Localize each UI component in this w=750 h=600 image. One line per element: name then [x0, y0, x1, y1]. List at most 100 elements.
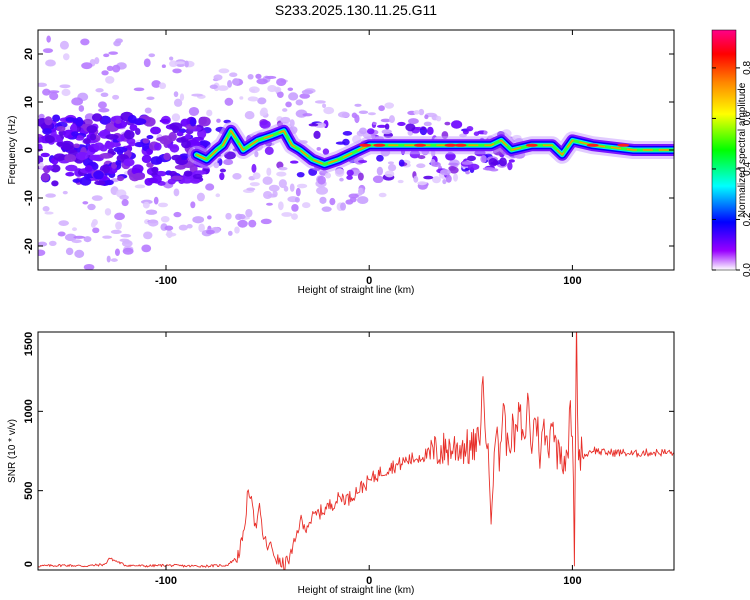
spectrogram-noise-blob	[445, 174, 452, 183]
spectrogram-noise-blob	[384, 170, 395, 178]
spectrogram-noise-blob	[38, 82, 48, 87]
spectrogram-noise-blob	[225, 212, 232, 220]
spectrogram-band-blob	[64, 154, 77, 163]
spectrogram-band-blob	[99, 115, 112, 125]
snr-plot-area	[38, 332, 674, 570]
spectrogram-band-blob	[79, 176, 92, 186]
spectrogram-noise-blob	[157, 202, 169, 208]
spectrogram-noise-blob	[178, 224, 188, 231]
spectrogram-noise-blob	[449, 166, 459, 174]
spectrogram-noise-blob	[407, 118, 419, 125]
spectrogram-noise-blob	[397, 121, 406, 126]
spectrogram-noise-blob	[71, 97, 84, 106]
spectrogram-noise-blob	[423, 175, 434, 180]
spectrogram-noise-blob	[44, 211, 54, 215]
spectrogram-ytick-label: 10	[23, 96, 35, 108]
snr-ytick-label: 500	[23, 481, 35, 499]
spectrogram-noise-blob	[266, 167, 272, 176]
spectrogram-noise-blob	[219, 168, 227, 173]
spectrogram-band-blob	[131, 167, 139, 175]
spectrogram-noise-blob	[482, 167, 495, 171]
colorbar-tick-label: 0.6	[742, 111, 750, 125]
spectrogram-band-blob	[167, 178, 176, 185]
spectrogram-noise-blob	[359, 127, 367, 135]
colorbar-tick-label: 0.0	[742, 263, 750, 277]
spectrogram-noise-blob	[148, 53, 156, 58]
spectrogram-noise-blob	[160, 215, 170, 223]
spectrogram-noise-blob	[272, 190, 278, 198]
spectrogram-noise-blob	[368, 112, 376, 116]
spectrogram-noise-blob	[340, 202, 347, 211]
ridge-hotspot	[373, 143, 386, 147]
spectrogram-band-blob	[65, 172, 75, 177]
spectrogram-band-blob	[180, 175, 194, 184]
ridge-hotspot	[444, 143, 457, 147]
spectrogram-noise-blob	[173, 211, 182, 218]
spectrogram-noise-blob	[322, 148, 330, 155]
spectrogram-noise-blob	[488, 157, 498, 167]
spectrogram-noise-blob	[71, 227, 78, 232]
spectrogram-noise-blob	[112, 64, 121, 73]
spectrogram-noise-blob	[100, 92, 109, 97]
spectrogram-noise-blob	[198, 223, 205, 233]
spectrogram-ylabel: Frequency (Hz)	[7, 116, 18, 185]
spectrogram-noise-blob	[38, 113, 45, 120]
spectrogram-band-blob	[40, 172, 50, 182]
spectrogram-noise-blob	[47, 90, 60, 94]
spectrogram-noise-blob	[196, 192, 205, 202]
spectrogram-noise-blob	[289, 183, 295, 192]
spectrogram-noise-blob	[110, 258, 118, 262]
spectrogram-noise-blob	[245, 208, 253, 218]
spectrogram-noise-blob	[436, 115, 442, 122]
spectrogram-noise-blob	[45, 59, 56, 67]
spectrogram-band-blob	[150, 156, 163, 165]
spectrogram-noise-blob	[151, 80, 162, 88]
spectrogram-noise-blob	[207, 215, 212, 220]
spectrogram-noise-blob	[173, 188, 180, 197]
spectrogram-noise-blob	[145, 209, 158, 215]
spectrogram-noise-blob	[106, 65, 114, 72]
snr-series-line	[38, 332, 674, 570]
spectrogram-noise-blob	[114, 212, 125, 221]
spectrogram-noise-blob	[186, 223, 193, 229]
spectrogram-band-blob	[134, 142, 146, 148]
ridge-hotspot	[414, 143, 427, 147]
spectrogram-band-blob	[123, 129, 135, 140]
spectrogram-noise-blob	[316, 147, 321, 151]
ridge-hotspot	[454, 143, 467, 147]
spectrogram-noise-blob	[161, 64, 166, 68]
snr-xtick-label: 100	[563, 575, 581, 587]
spectrogram-noise-blob	[451, 120, 463, 129]
spectrogram-noise-blob	[259, 109, 265, 117]
spectrogram-band-blob	[142, 138, 150, 144]
spectrogram-noise-blob	[164, 225, 174, 231]
spectrogram-noise-blob	[376, 124, 387, 128]
spectrogram-noise-blob	[71, 239, 82, 244]
spectrogram-noise-blob	[278, 179, 287, 189]
spectrogram-noise-blob	[59, 40, 69, 50]
spectrogram-noise-blob	[287, 87, 294, 91]
spectrogram-noise-blob	[255, 73, 262, 79]
spectrogram-noise-blob	[224, 151, 236, 160]
spectrogram-noise-blob	[57, 231, 66, 237]
spectrogram-band-blob	[53, 153, 66, 161]
spectrogram-noise-blob	[249, 182, 260, 187]
spectrogram-noise-blob	[192, 216, 205, 224]
spectrogram-noise-blob	[291, 213, 298, 220]
spectrogram-noise-blob	[143, 58, 151, 68]
spectrogram-noise-blob	[295, 187, 301, 197]
spectrogram-noise-blob	[91, 195, 103, 201]
spectrogram-band-blob	[42, 128, 52, 135]
spectrogram-band-blob	[198, 116, 211, 127]
spectrogram-noise-blob	[281, 212, 293, 217]
spectrogram-noise-blob	[206, 229, 215, 235]
spectrogram-band-blob	[151, 166, 159, 173]
spectrogram-noise-blob	[133, 87, 145, 92]
figure-title: S233.2025.130.11.25.G11	[275, 2, 437, 18]
spectrogram-noise-blob	[278, 166, 288, 171]
spectrogram-noise-blob	[418, 108, 425, 116]
spectrogram-band-blob	[56, 125, 66, 132]
spectrogram-band-blob	[105, 133, 119, 140]
spectrogram-noise-blob	[48, 240, 57, 246]
spectrogram-band-blob	[176, 131, 184, 137]
